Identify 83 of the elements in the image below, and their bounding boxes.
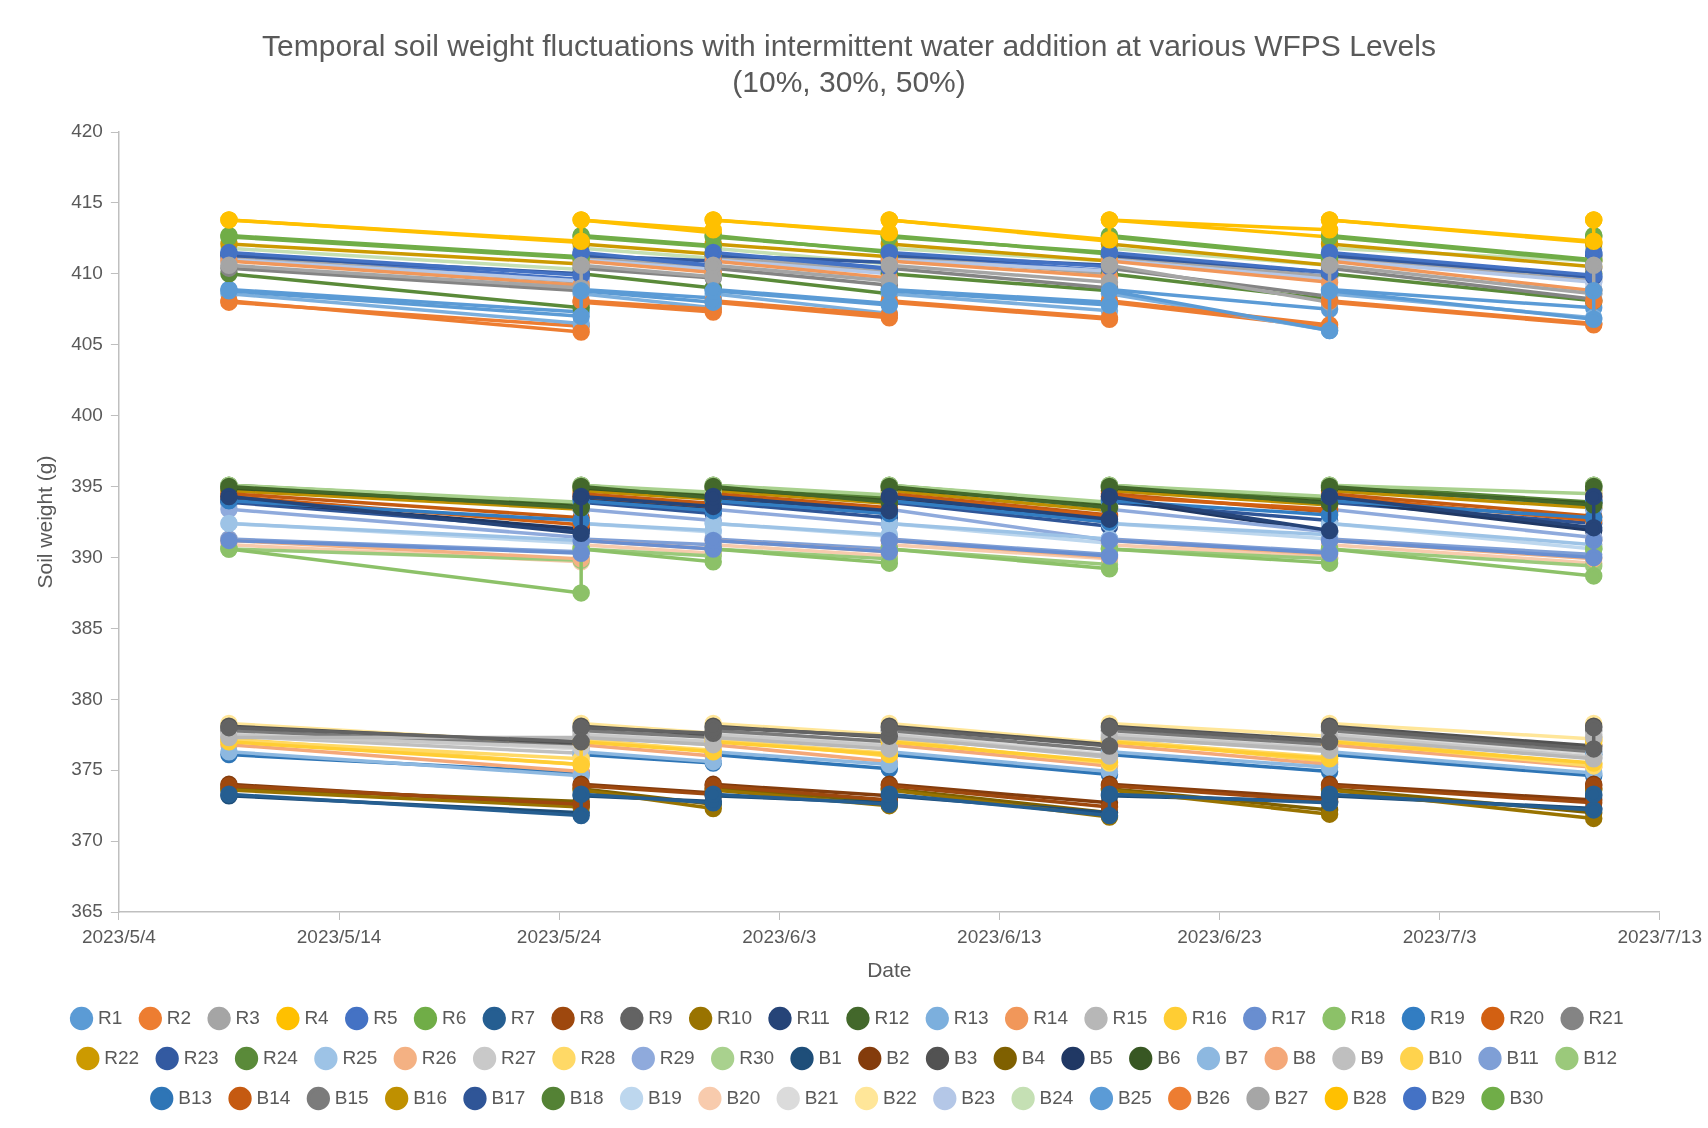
legend-label: B23 [961, 1086, 996, 1108]
legend-label: B10 [1428, 1046, 1462, 1068]
legend-label: R29 [659, 1046, 695, 1068]
y-tick-label: 385 [71, 616, 103, 638]
legend-label: B16 [413, 1086, 447, 1108]
legend-label: R3 [235, 1006, 260, 1028]
legend-label: B4 [1021, 1046, 1046, 1068]
legend-label: R23 [183, 1046, 219, 1068]
legend-label: R21 [1588, 1006, 1624, 1028]
legend-label: R13 [953, 1006, 989, 1028]
legend-label: B9 [1360, 1046, 1384, 1068]
legend-label: B18 [569, 1086, 604, 1108]
legend-label: B24 [1039, 1086, 1074, 1108]
legend-label: B15 [334, 1086, 369, 1108]
legend-label: R15 [1112, 1006, 1148, 1028]
y-tick-label: 390 [71, 545, 103, 567]
legend-label: B13 [178, 1086, 213, 1108]
legend-label: R14 [1033, 1006, 1069, 1028]
legend-label: R4 [304, 1006, 330, 1028]
legend-label: B11 [1506, 1046, 1539, 1068]
legend-label: R1 [98, 1006, 123, 1028]
x-tick-label: 2023/5/14 [296, 925, 382, 947]
legend-label: B6 [1157, 1046, 1181, 1068]
x-axis-title: Date [867, 958, 912, 982]
legend-label: B3 [953, 1046, 978, 1068]
y-tick-label: 395 [71, 474, 103, 496]
legend-label: B22 [883, 1086, 917, 1108]
legend-label: B26 [1196, 1086, 1231, 1108]
legend-label: B7 [1224, 1046, 1249, 1068]
legend-label: B19 [648, 1086, 682, 1108]
legend-label: B29 [1431, 1086, 1465, 1108]
legend-label: R6 [441, 1006, 467, 1028]
y-tick-label: 420 [71, 120, 103, 142]
legend-label: R25 [342, 1046, 378, 1068]
x-tick-label: 2023/6/23 [1177, 925, 1262, 947]
legend-label: R17 [1271, 1006, 1307, 1028]
legend-label: B12 [1583, 1046, 1618, 1068]
legend-label: R24 [263, 1046, 299, 1068]
y-tick-label: 410 [71, 262, 103, 284]
legend-label: R5 [373, 1006, 398, 1028]
legend-label: B20 [726, 1086, 761, 1108]
x-tick-label: 2023/6/13 [957, 925, 1042, 947]
legend-label: R9 [648, 1006, 673, 1028]
legend-label: R10 [717, 1006, 752, 1028]
y-tick-label: 375 [71, 758, 103, 780]
legend-label: B17 [491, 1086, 526, 1108]
legend-label: R18 [1350, 1006, 1386, 1028]
legend-label: B14 [256, 1086, 291, 1108]
y-tick-label: 365 [71, 900, 103, 922]
legend-label: R12 [874, 1006, 910, 1028]
legend-label: R7 [510, 1006, 536, 1028]
legend-label: R8 [579, 1006, 604, 1028]
legend-label: R30 [739, 1046, 775, 1068]
legend-label: B2 [886, 1046, 910, 1068]
legend-label: B27 [1274, 1086, 1309, 1108]
legend-label: B25 [1117, 1086, 1152, 1108]
x-tick-label: 2023/7/13 [1617, 925, 1702, 947]
x-tick-label: 2023/5/24 [516, 925, 602, 947]
x-tick-label: 2023/5/4 [81, 925, 157, 947]
legend-label: R20 [1509, 1006, 1545, 1028]
legend-label: B1 [818, 1046, 842, 1068]
legend-label: B21 [804, 1086, 839, 1108]
y-tick-label: 380 [71, 687, 103, 709]
x-tick-label: 2023/7/3 [1402, 925, 1477, 947]
legend-label: R22 [104, 1046, 140, 1068]
legend-label: R2 [166, 1006, 192, 1028]
legend-label: B28 [1352, 1086, 1387, 1108]
legend-label: R26 [421, 1046, 457, 1068]
legend-label: R27 [501, 1046, 536, 1068]
y-tick-label: 370 [71, 829, 103, 851]
y-tick-label: 400 [71, 403, 103, 425]
legend-label: R19 [1429, 1006, 1465, 1028]
legend-label: B5 [1089, 1046, 1113, 1068]
legend-label: B30 [1509, 1086, 1544, 1108]
y-tick-label: 405 [71, 332, 103, 354]
legend-label: R11 [796, 1006, 830, 1028]
chart-title: Temporal soil weight fluctuations with intermittent water addition at various WFPS Levels (10%, 30%, 50%) [262, 29, 1436, 99]
y-axis-title: Soil weight (g) [33, 455, 57, 589]
x-tick-label: 2023/6/3 [742, 925, 817, 947]
legend-label: B8 [1292, 1046, 1316, 1068]
y-tick-label: 415 [71, 191, 103, 213]
legend-label: R16 [1191, 1006, 1227, 1028]
legend-label: R28 [580, 1046, 616, 1068]
